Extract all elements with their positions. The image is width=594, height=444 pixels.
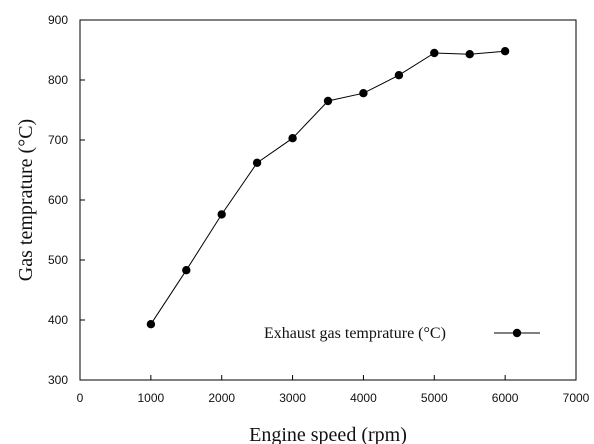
data-point — [500, 47, 510, 56]
data-point — [146, 320, 156, 329]
x-tick-label: 0 — [77, 391, 84, 405]
data-point — [465, 50, 474, 59]
data-point — [288, 134, 297, 143]
y-tick-label: 400 — [48, 313, 68, 327]
y-tick-label: 600 — [48, 193, 68, 207]
x-tick-label: 5000 — [421, 391, 448, 405]
x-tick-label: 6000 — [492, 391, 519, 405]
data-point — [182, 266, 191, 275]
legend: Exhaust gas temprature (°C) — [264, 325, 540, 342]
y-tick-label: 700 — [48, 133, 68, 147]
legend-marker — [512, 328, 522, 338]
x-axis-label: Engine speed (rpm) — [249, 424, 407, 444]
data-point — [217, 210, 226, 219]
y-tick-label: 900 — [48, 13, 68, 27]
legend-label: Exhaust gas temprature (°C) — [264, 325, 446, 342]
x-tick-label: 1000 — [138, 391, 165, 405]
y-axis-label: Gas temprature (°C) — [15, 119, 37, 281]
y-tick-label: 800 — [48, 73, 68, 87]
x-tick-label: 4000 — [350, 391, 377, 405]
data-point — [430, 48, 439, 58]
ticks: 0 1000 2000 3000 4000 5000 6000 7000 300 400 500 60… — [48, 13, 590, 405]
data-point — [359, 89, 368, 98]
x-tick-label: 3000 — [279, 391, 306, 405]
y-tick-label: 300 — [48, 373, 68, 387]
y-tick-label: 500 — [48, 253, 68, 267]
series-line — [150, 50, 506, 325]
data-point — [394, 71, 404, 80]
x-tick-label: 2000 — [208, 391, 235, 405]
data-point — [323, 96, 333, 106]
data-point — [252, 158, 262, 167]
series — [146, 47, 510, 329]
x-tick-label: 7000 — [563, 391, 590, 405]
